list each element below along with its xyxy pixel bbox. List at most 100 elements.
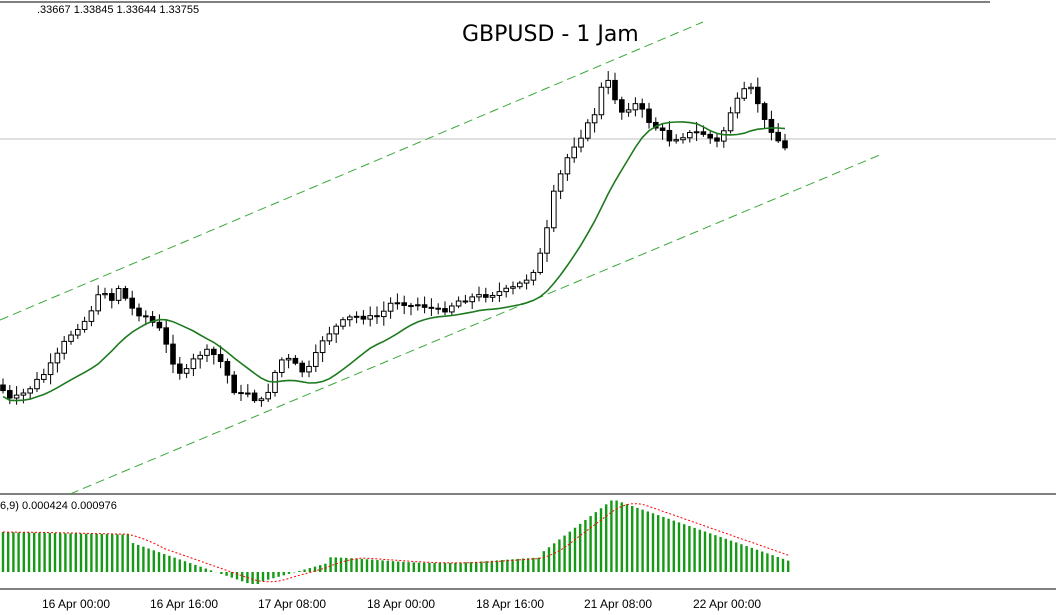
candle-body xyxy=(578,137,584,148)
candle-body xyxy=(551,190,557,229)
candle-body xyxy=(381,310,387,318)
candle-body xyxy=(258,398,265,402)
candle-body xyxy=(442,308,448,313)
chart-title: GBPUSD - 1 Jam xyxy=(462,22,639,47)
macd-signal-line xyxy=(2,503,789,583)
candle-body xyxy=(313,352,319,367)
candle-body xyxy=(503,287,509,293)
candle-body xyxy=(632,103,639,111)
candle-body xyxy=(156,321,163,329)
candle-body xyxy=(88,310,95,322)
candle-body xyxy=(714,137,720,142)
candle-body xyxy=(333,325,339,335)
candle-body xyxy=(639,103,646,110)
candle-body xyxy=(687,132,693,139)
candle-body xyxy=(163,327,169,345)
candle-body xyxy=(619,99,625,113)
candle-body xyxy=(761,103,768,120)
candle-body xyxy=(340,319,346,327)
candle-body xyxy=(673,139,680,142)
candle-body xyxy=(245,392,251,395)
candle-body xyxy=(659,127,666,131)
x-tick-label: 18 Apr 16:00 xyxy=(476,597,545,611)
candle-body xyxy=(741,88,748,99)
candle-body xyxy=(612,79,618,101)
candle-body xyxy=(510,286,516,289)
candle-body xyxy=(537,252,544,273)
candle-body xyxy=(489,294,496,298)
candle-body xyxy=(13,394,20,399)
candle-body xyxy=(47,362,54,376)
candle-body xyxy=(183,368,190,374)
candle-body xyxy=(306,365,312,373)
candle-body xyxy=(299,362,305,373)
candle-body xyxy=(469,296,475,303)
candle-body xyxy=(360,315,367,320)
ohlc-readout: .33667 1.33845 1.33644 1.33755 xyxy=(37,4,200,16)
candle-body xyxy=(755,86,761,105)
candle-body xyxy=(95,294,102,312)
candle-body xyxy=(408,304,414,307)
candle-body xyxy=(680,137,686,141)
candle-body xyxy=(190,358,197,370)
candle-body xyxy=(143,315,149,318)
candle-body xyxy=(374,315,380,318)
x-tick-label: 22 Apr 00:00 xyxy=(693,597,762,611)
candle-body xyxy=(122,288,129,299)
candle-body xyxy=(734,97,741,114)
candle-body xyxy=(61,340,68,354)
candle-body xyxy=(231,374,237,394)
candle-body xyxy=(319,340,326,354)
candle-body xyxy=(251,392,258,402)
candle-body xyxy=(421,304,428,308)
x-tick-label: 16 Apr 16:00 xyxy=(150,597,219,611)
candle-body xyxy=(81,320,88,330)
candle-body xyxy=(224,360,231,376)
candle-body xyxy=(102,293,108,296)
candle-body xyxy=(109,293,115,301)
candle-body xyxy=(41,374,47,380)
candle-body xyxy=(292,357,299,364)
candle-body xyxy=(544,227,550,254)
candle-body xyxy=(204,348,210,356)
candle-body xyxy=(557,173,564,192)
candle-body xyxy=(605,79,612,88)
candle-body xyxy=(449,305,455,313)
x-tick-label: 16 Apr 00:00 xyxy=(42,597,111,611)
candle-body xyxy=(700,131,707,135)
x-tick-label: 18 Apr 00:00 xyxy=(367,597,436,611)
candle-body xyxy=(265,391,271,400)
candle-body xyxy=(455,300,462,307)
candle-body xyxy=(211,348,217,356)
candle-body xyxy=(428,306,435,309)
candle-body xyxy=(68,334,74,342)
candle-body xyxy=(693,131,700,134)
candle-body xyxy=(353,315,360,318)
candle-body xyxy=(367,315,373,320)
candle-body xyxy=(279,359,285,373)
candle-body xyxy=(768,118,775,133)
candle-body xyxy=(285,357,292,361)
candle-body xyxy=(20,392,27,396)
candle-body xyxy=(326,333,333,342)
candle-body xyxy=(476,294,482,298)
candle-body xyxy=(462,300,469,303)
candle-body xyxy=(707,133,714,139)
candle-body xyxy=(149,316,156,323)
candle-body xyxy=(496,291,503,296)
candle-body xyxy=(523,279,530,284)
candle-body xyxy=(782,140,788,149)
candle-body xyxy=(170,343,176,365)
candle-body xyxy=(387,302,394,312)
candle-body xyxy=(136,307,142,317)
moving-average-line xyxy=(2,121,786,402)
candle-body xyxy=(564,157,571,175)
candle-body xyxy=(727,112,734,132)
candle-body xyxy=(517,282,523,288)
x-tick-label: 21 Apr 08:00 xyxy=(584,597,653,611)
x-tick-label: 17 Apr 08:00 xyxy=(258,597,327,611)
candle-body xyxy=(217,354,224,362)
candle-body xyxy=(666,129,673,142)
